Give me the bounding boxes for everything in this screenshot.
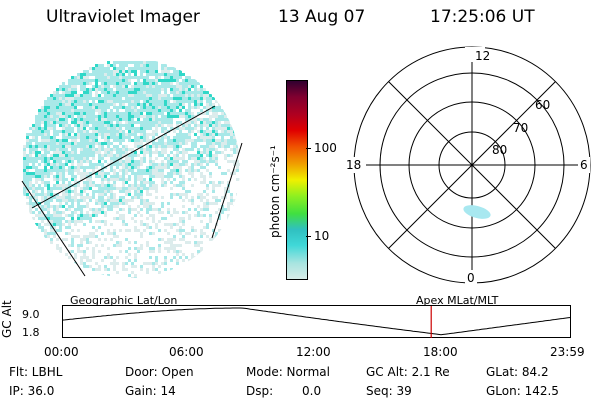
- colorbar-tick-100: 100: [314, 141, 337, 155]
- status-mode: Mode: Normal: [246, 365, 330, 379]
- mlat-label-70: 70: [513, 121, 528, 135]
- timeline-frame: [62, 305, 571, 338]
- status-glon: GLon: 142.5: [486, 384, 559, 398]
- mlt-label-18: 18: [346, 158, 361, 172]
- colorbar-tickmark-100: [306, 148, 311, 149]
- timeline-right-caption: Apex MLat/MLT: [416, 294, 499, 307]
- gc-alt-curve: [62, 307, 571, 336]
- colorbar-unit-label: photon cm⁻²s⁻¹: [268, 145, 282, 238]
- mlt-label-6: 6: [580, 158, 588, 172]
- observation-date: 13 Aug 07: [278, 7, 366, 27]
- status-seq: Seq: 39: [366, 384, 412, 398]
- gc-alt-timeline: [62, 305, 571, 338]
- geographic-uv-image: [21, 61, 243, 278]
- mlat-label-80: 80: [492, 143, 507, 157]
- timeline-x-tick-0000: 00:00: [44, 345, 79, 359]
- auroral-emission-patch: [463, 205, 491, 219]
- status-door: Door: Open: [125, 365, 194, 379]
- timeline-x-tick-2359: 23:59: [550, 345, 585, 359]
- timeline-y-tick-min: 1.8: [22, 326, 40, 339]
- instrument-title: Ultraviolet Imager: [46, 7, 200, 27]
- timeline-x-tick-1200: 12:00: [296, 345, 331, 359]
- status-dsp-value: 0.0: [302, 384, 322, 398]
- timeline-x-tick-0600: 06:00: [169, 345, 204, 359]
- polar-mlt-plot: 12 18 6 0 60 70 80: [344, 46, 591, 285]
- timeline-left-caption: Geographic Lat/Lon: [70, 294, 178, 307]
- geo-boundary-line-right: [211, 142, 243, 239]
- timeline-y-axis-label: GC Alt: [0, 300, 14, 338]
- uv-emission-pixels: [23, 61, 240, 278]
- observation-time: 17:25:06 UT: [430, 7, 535, 27]
- colorbar-tick-10: 10: [314, 229, 330, 243]
- mlat-label-60: 60: [535, 98, 550, 112]
- timeline-x-tick-1800: 18:00: [423, 345, 458, 359]
- status-filter: Flt: LBHL: [9, 365, 63, 379]
- mlt-label-0: 0: [467, 271, 475, 285]
- timeline-y-tick-max: 9.0: [22, 308, 40, 321]
- polar-diagonal-2: [388, 81, 556, 249]
- terminator-line: [31, 105, 216, 209]
- status-glat: GLat: 84.2: [486, 365, 549, 379]
- status-ip: IP: 36.0: [9, 384, 55, 398]
- mlt-label-12: 12: [475, 49, 490, 63]
- status-gc-alt: GC Alt: 2.1 Re: [366, 365, 450, 379]
- status-gain: Gain: 14: [125, 384, 176, 398]
- geo-boundary-line-left: [21, 180, 86, 277]
- colorbar-tickmark-10: [306, 236, 311, 237]
- intensity-colorbar: [286, 80, 308, 280]
- status-dsp: Dsp:: [246, 384, 274, 398]
